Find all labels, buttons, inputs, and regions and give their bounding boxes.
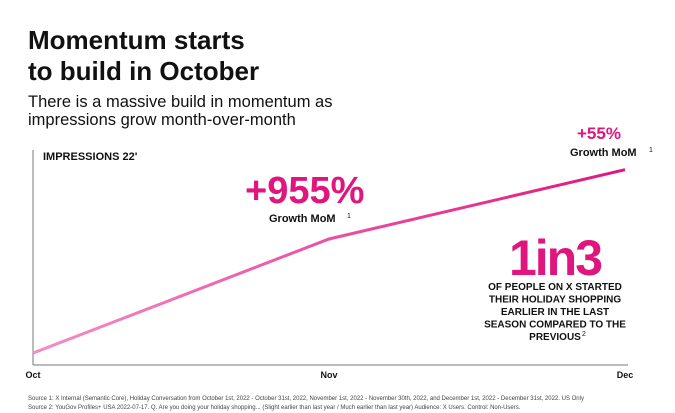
stat-line: THEIR HOLIDAY SHOPPING: [489, 295, 621, 306]
y-label: IMPRESSIONS 22': [43, 151, 138, 163]
footnote: 2: [582, 331, 586, 338]
stat-line: PREVIOUS: [529, 332, 581, 343]
x-tick-label: Dec: [617, 370, 634, 380]
stat-line: SEASON COMPARED TO THE: [484, 320, 626, 331]
annotation-value: +55%: [577, 124, 621, 143]
source: Source 1: X Internal (Semantic Core), Ho…: [28, 396, 584, 402]
stat-line: OF PEOPLE ON X STARTED: [488, 282, 622, 293]
annotation-text: Growth MoM: [570, 147, 637, 159]
annotation-text: Growth MoM: [269, 213, 336, 225]
line: [32, 168, 626, 355]
x-tick-label: Oct: [25, 370, 40, 380]
stat-text: OF PEOPLE ON X STARTED THEIR HOLIDAY SHOP…: [484, 282, 626, 343]
stat-line: EARLIER IN THE LAST: [501, 307, 609, 318]
subtitle: impressions grow month-over-month: [28, 111, 296, 129]
footnote: 1: [347, 213, 351, 220]
source: Source 2: YouGov Profiles+ USA 2022-07-1…: [28, 405, 521, 411]
subtitle: There is a massive build in momentum as: [28, 93, 332, 111]
footnote: 1: [649, 147, 653, 154]
stat-value: 1in3: [509, 230, 601, 286]
x-tick-label: Nov: [320, 370, 337, 380]
annotation-value: +955%: [245, 170, 364, 212]
title: Momentum starts: [28, 25, 245, 55]
title: to build in October: [28, 56, 259, 86]
